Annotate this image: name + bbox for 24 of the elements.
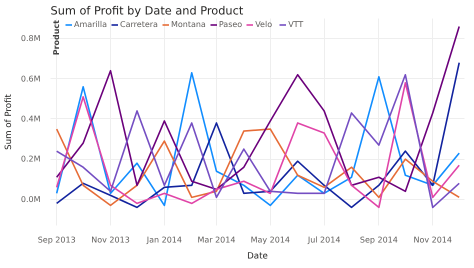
x-tick-label: Jul 2014 xyxy=(306,236,340,244)
x-tick-label: Sep 2013 xyxy=(38,236,76,244)
y-tick-label: 0.8M xyxy=(20,34,41,44)
y-tick-label: 0.0M xyxy=(20,194,41,204)
legend-label: Amarilla xyxy=(74,20,108,29)
y-axis-title: Sum of Profit xyxy=(4,93,14,150)
y-tick-label: 0.2M xyxy=(20,154,41,164)
legend-label: VTT xyxy=(288,20,304,29)
line-series xyxy=(56,128,460,206)
x-tick-label: Jan 2014 xyxy=(146,236,182,244)
legend-label: Montana xyxy=(170,20,206,29)
legend-label: Paseo xyxy=(218,20,242,29)
legend-label: Carretera xyxy=(120,20,158,29)
x-tick-label: Mar 2014 xyxy=(197,236,236,244)
legend-title: Product xyxy=(52,20,61,56)
x-tick-label: Sep 2014 xyxy=(360,236,398,244)
legend-label: Velo xyxy=(255,20,274,29)
x-tick-label: Nov 2014 xyxy=(413,236,452,244)
x-axis-title: Date xyxy=(247,252,268,262)
x-tick-label: Nov 2013 xyxy=(91,236,130,244)
x-tick-label: May 2014 xyxy=(250,236,290,244)
y-tick-label: 0.4M xyxy=(20,114,41,124)
chart-title: Sum of Profit by Date and Product xyxy=(50,4,244,18)
y-tick-label: 0.6M xyxy=(20,74,41,84)
